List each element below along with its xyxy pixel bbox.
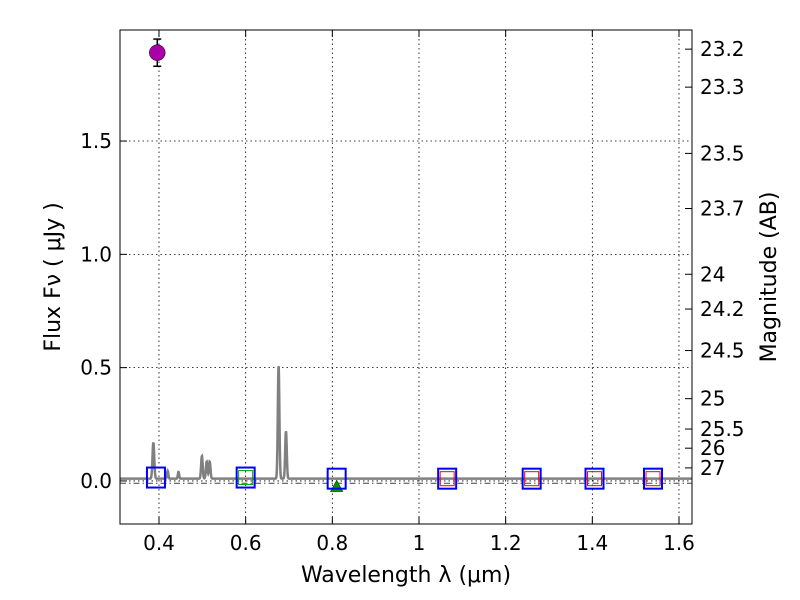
model-photometry-point — [145, 466, 166, 489]
observed-flux-point — [149, 44, 166, 61]
x-tick-label: 0.8 — [316, 531, 348, 555]
model-photometry-point — [326, 467, 347, 490]
mag-tick-label: 25 — [700, 387, 725, 411]
mag-tick-label: 24 — [700, 262, 725, 286]
plot-frame — [119, 29, 693, 525]
mag-tick-label: 23.3 — [700, 75, 745, 99]
y-axis-right-label: Magnitude (AB) — [757, 192, 782, 363]
mag-tick-label: 27 — [700, 456, 725, 480]
mag-tick-label: 26 — [700, 436, 725, 460]
model-photometry-point — [521, 467, 542, 490]
model-photometry-point — [437, 467, 458, 490]
x-tick-label: 0.4 — [143, 531, 175, 555]
mag-tick-label: 23.2 — [700, 37, 745, 61]
y-axis-left: 0.0 0.5 1.0 1.5 — [80, 129, 127, 493]
data-markers — [145, 38, 663, 492]
model-photometry-point — [235, 466, 256, 489]
mag-tick-label: 23.7 — [700, 197, 745, 221]
model-spectrum-line — [120, 365, 692, 480]
y-tick-label: 0.5 — [80, 356, 112, 380]
y-tick-label: 0.0 — [80, 469, 112, 493]
y-tick-label: 1.0 — [80, 242, 112, 266]
x-axis-label: Wavelength λ (μm) — [301, 563, 511, 588]
model-photometry-point — [584, 467, 605, 490]
model-photometry-red-point — [645, 471, 661, 487]
mag-tick-label: 24.2 — [700, 297, 745, 321]
model-photometry-red-point — [439, 471, 455, 487]
x-tick-label: 1.6 — [663, 531, 695, 555]
x-tick-label: 1 — [413, 531, 426, 555]
x-axis: 0.4 0.6 0.8 1 1.2 1.4 1.6 — [143, 30, 695, 555]
mag-tick-label: 23.5 — [700, 141, 745, 165]
mag-tick-label: 24.5 — [700, 339, 745, 363]
model-photometry-point — [643, 467, 663, 490]
model-photometry-green-point — [238, 470, 254, 486]
model-photometry-red-point — [524, 471, 540, 487]
grid-lines — [120, 30, 692, 524]
model-photometry-red-point — [587, 471, 602, 487]
plot-area-background — [120, 30, 692, 524]
y-axis-label: Flux Fν ( μJy ) — [41, 202, 66, 351]
model-spectrum — [120, 365, 692, 484]
y-tick-label: 1.5 — [80, 129, 112, 153]
x-tick-label: 0.6 — [230, 531, 262, 555]
x-tick-label: 1.2 — [490, 531, 522, 555]
x-tick-label: 1.4 — [576, 531, 608, 555]
mag-tick-label: 25.5 — [700, 417, 745, 441]
